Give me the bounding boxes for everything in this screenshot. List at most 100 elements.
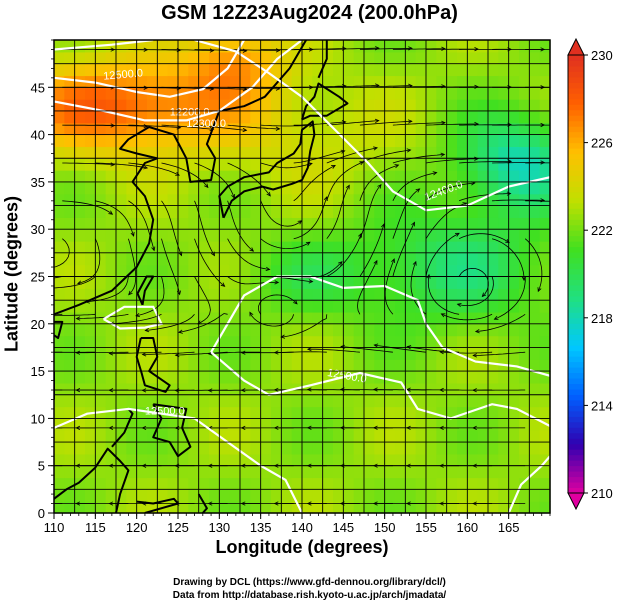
colorbar-segment	[568, 274, 584, 280]
colorbar-tick-label: 226	[591, 136, 613, 151]
colorbar-segment	[568, 142, 584, 149]
colorbar-tick-label: 214	[591, 398, 613, 413]
colorbar-segment	[568, 306, 584, 313]
colorbar-segment	[568, 438, 584, 445]
y-tick-label: 35	[31, 175, 45, 190]
colorbar-segment	[568, 432, 584, 439]
credit-data: Data from http://database.rish.kyoto-u.a…	[172, 590, 447, 601]
colorbar-segment	[568, 131, 584, 138]
colorbar-tick-label: 222	[591, 223, 613, 238]
colorbar-segment	[568, 323, 584, 330]
coastline-8	[54, 447, 130, 513]
colorbar-segment	[568, 345, 584, 352]
colorbar-segment	[568, 224, 584, 231]
colorbar-segment	[568, 471, 584, 478]
x-tick-label: 110	[44, 520, 65, 535]
colorbar-segment	[568, 388, 584, 395]
colorbar-segment	[568, 487, 584, 494]
colorbar: 210 214 218 222 226 230	[567, 37, 613, 511]
contour-line-2	[54, 40, 154, 51]
colorbar-segment	[568, 405, 584, 412]
colorbar-segment	[568, 279, 584, 286]
contour-label: 12300.0	[186, 118, 226, 130]
contour-label: 12200.0	[170, 107, 210, 119]
colorbar-segment	[568, 361, 584, 368]
colorbar-max-arrow	[567, 37, 585, 56]
x-tick-label: 120	[126, 520, 148, 535]
y-tick-label: 10	[31, 411, 45, 426]
colorbar-segment	[568, 109, 584, 116]
x-axis-label: Longitude (degrees)	[215, 537, 389, 557]
y-tick-label: 15	[31, 364, 45, 379]
grid-lines	[53, 39, 551, 514]
colorbar-segment	[568, 301, 584, 308]
contour-label: 12500.0	[103, 67, 144, 82]
coastline-11	[54, 320, 64, 339]
colorbar-segment	[568, 202, 584, 209]
colorbar-segment	[568, 230, 584, 237]
coastline-10	[197, 493, 208, 513]
colorbar-segment	[568, 421, 584, 428]
colorbar-segment	[568, 465, 584, 472]
colorbar-segment	[568, 82, 584, 89]
colorbar-segment	[568, 268, 584, 275]
colorbar-segment	[568, 213, 584, 220]
contour-label: 12500.0	[145, 406, 185, 418]
y-tick-label: 30	[31, 222, 45, 237]
x-tick-label: 145	[332, 520, 354, 535]
colorbar-segment	[568, 137, 584, 144]
colorbar-segment	[568, 159, 584, 165]
colorbar-segment	[568, 356, 584, 363]
colorbar-segment	[568, 175, 584, 182]
coastline-1	[218, 120, 316, 219]
x-tick-label: 130	[208, 520, 230, 535]
x-tick-label: 155	[415, 520, 437, 535]
colorbar-min-arrow	[567, 492, 585, 511]
colorbar-tick-label: 210	[591, 486, 613, 501]
colorbar-segment	[568, 317, 584, 324]
colorbar-segment	[568, 394, 584, 401]
colorbar-segment	[568, 482, 584, 489]
colorbar-segment	[568, 197, 584, 204]
colorbar-segment	[568, 339, 584, 346]
coastline-9	[136, 497, 179, 513]
y-tick-label: 20	[31, 317, 45, 332]
colorbar-segment	[568, 443, 584, 450]
x-tick-label: 160	[456, 520, 478, 535]
colorbar-segment	[568, 71, 584, 78]
colorbar-segment	[568, 98, 584, 105]
colorbar-segment	[568, 284, 584, 291]
colorbar-segment	[568, 454, 584, 461]
colorbar-segment	[568, 372, 584, 379]
colorbar-segment	[568, 410, 584, 417]
colorbar-segment	[568, 164, 584, 171]
colorbar-segment	[568, 180, 584, 187]
colorbar-segment	[568, 399, 584, 406]
colorbar-segment	[568, 367, 584, 374]
x-tick-label: 125	[167, 520, 189, 535]
y-tick-label: 5	[38, 459, 45, 474]
coastline-7	[111, 408, 134, 448]
colorbar-tick-label: 230	[591, 48, 613, 63]
colorbar-segment	[568, 208, 584, 215]
colorbar-segment	[568, 378, 584, 384]
colorbar-segment	[568, 93, 584, 100]
colorbar-segment	[568, 246, 584, 253]
colorbar-segment	[568, 350, 584, 357]
colorbar-segment	[568, 295, 584, 302]
colorbar-segment	[568, 120, 584, 127]
colorbar-segment	[568, 153, 584, 160]
contour-line-8	[507, 455, 550, 513]
colorbar-segment	[568, 186, 584, 193]
colorbar-segment	[568, 383, 584, 390]
colorbar-segment	[568, 427, 584, 434]
colorbar-segment	[568, 87, 584, 94]
x-tick-label: 165	[498, 520, 520, 535]
colorbar-segment	[568, 476, 584, 483]
colorbar-segment	[568, 65, 584, 72]
x-tick-label: 115	[85, 520, 106, 535]
colorbar-segment	[568, 252, 584, 259]
colorbar-segment	[568, 104, 584, 111]
x-tick-label: 140	[291, 520, 313, 535]
